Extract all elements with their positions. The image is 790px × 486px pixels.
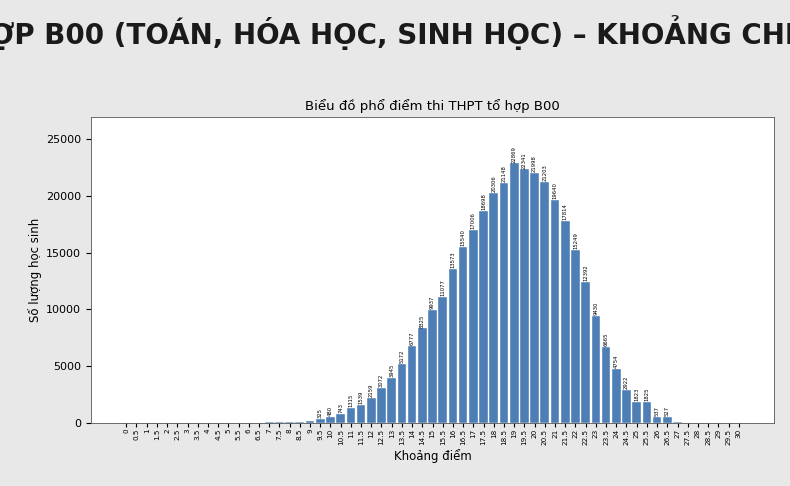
Text: 15249: 15249 [573,232,578,249]
Text: 1315: 1315 [348,394,353,407]
Text: 3945: 3945 [389,364,394,377]
Text: 22869: 22869 [512,146,517,163]
X-axis label: Khoảng điểm: Khoảng điểm [393,449,472,463]
Text: 325: 325 [318,408,323,418]
Bar [663,417,672,423]
Text: 1825: 1825 [645,388,649,401]
Text: 3072: 3072 [379,374,384,387]
Bar [571,250,580,423]
Bar [623,390,631,423]
Bar [285,422,294,423]
Bar [387,378,396,423]
Bar [408,346,416,423]
Text: 12392: 12392 [583,265,589,281]
Bar [397,364,406,423]
Text: 2922: 2922 [624,375,629,389]
Bar [673,422,682,423]
Text: 1539: 1539 [359,391,363,404]
Bar [449,269,457,423]
Text: 6665: 6665 [604,333,608,347]
Text: 11077: 11077 [440,279,446,296]
Bar [653,417,661,423]
Bar [316,419,325,423]
Text: 5172: 5172 [400,350,404,363]
Bar [337,415,345,423]
Bar [275,422,284,423]
Bar [459,246,468,423]
Text: 743: 743 [338,403,343,414]
Bar [561,221,570,423]
Bar [642,402,651,423]
Text: 17006: 17006 [471,212,476,229]
Bar [540,182,549,423]
Bar [367,399,375,423]
Text: 6777: 6777 [409,331,415,345]
Text: 8325: 8325 [419,314,425,328]
Bar [592,316,600,423]
Bar [357,405,366,423]
Bar [530,174,539,423]
Bar [347,408,356,423]
Text: 22341: 22341 [522,152,527,169]
Bar [520,170,529,423]
Bar [428,310,437,423]
Bar [469,230,478,423]
Bar [510,163,518,423]
Text: 4754: 4754 [614,354,619,368]
Text: 2159: 2159 [369,384,374,398]
Bar [612,369,621,423]
Text: 20306: 20306 [491,175,496,191]
Text: 15540: 15540 [461,229,465,246]
Bar [551,200,559,423]
Text: 18698: 18698 [481,193,486,210]
Bar [632,402,641,423]
Text: 480: 480 [328,406,333,417]
Bar [295,422,304,423]
Bar [438,297,447,423]
Text: 9430: 9430 [593,302,598,315]
Text: 21998: 21998 [532,156,537,173]
Bar [581,282,590,423]
Bar [377,388,386,423]
Text: 537: 537 [655,406,660,416]
Text: 19640: 19640 [552,182,558,199]
Text: 13573: 13573 [450,251,456,268]
Bar [326,417,335,423]
Bar [480,211,488,423]
Title: Biểu đồ phổ điểm thi THPT tổ hợp B00: Biểu đồ phổ điểm thi THPT tổ hợp B00 [305,99,560,113]
Text: TỔ HỢP B00 (TOÁN, HÓA HỌC, SINH HỌC) – KHOẢNG CHIA 0.5: TỔ HỢP B00 (TOÁN, HÓA HỌC, SINH HỌC) – K… [0,12,790,50]
Text: 9937: 9937 [430,296,435,309]
Text: 17814: 17814 [562,203,568,220]
Text: 21148: 21148 [502,165,506,182]
Bar [490,192,498,423]
Bar [602,347,611,423]
Text: 1823: 1823 [634,388,639,401]
Text: 21203: 21203 [542,165,547,181]
Bar [499,183,508,423]
Y-axis label: Số lượng học sinh: Số lượng học sinh [28,218,42,322]
Bar [306,421,314,423]
Bar [418,329,427,423]
Text: 527: 527 [665,406,670,416]
